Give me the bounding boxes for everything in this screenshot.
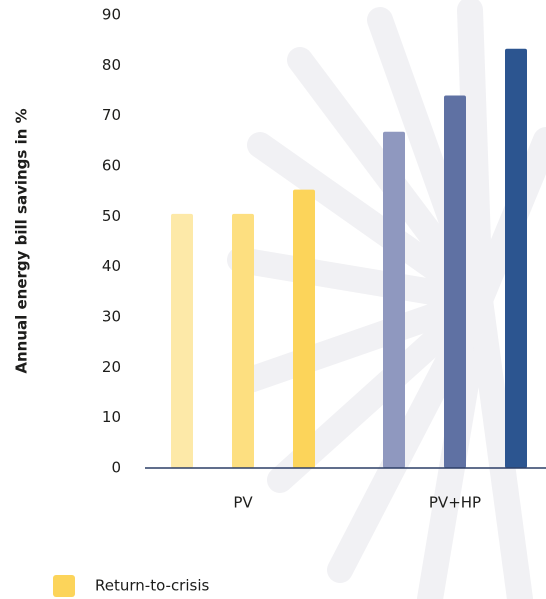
y-tick-label: 50 <box>102 207 121 225</box>
x-tick-label: PV+HP <box>429 494 481 512</box>
bar <box>383 131 405 469</box>
legend-swatch <box>53 575 75 597</box>
bar <box>232 213 254 468</box>
bar <box>171 213 193 468</box>
x-tick-label: PV <box>233 494 253 512</box>
bar <box>505 48 527 469</box>
y-tick-label: 30 <box>102 308 121 326</box>
y-tick-label: 70 <box>102 106 121 124</box>
y-tick-label: 40 <box>102 257 121 275</box>
y-tick-label: 20 <box>102 358 121 376</box>
y-tick-label: 90 <box>102 6 121 24</box>
bar <box>293 189 315 468</box>
y-axis-label: Annual energy bill savings in % <box>13 108 31 373</box>
bar <box>444 95 466 469</box>
y-tick-label: 60 <box>102 157 121 175</box>
legend-label: Return-to-crisis <box>95 577 210 595</box>
y-tick-label: 10 <box>102 408 121 426</box>
y-tick-label: 0 <box>111 459 121 477</box>
y-tick-label: 80 <box>102 56 121 74</box>
